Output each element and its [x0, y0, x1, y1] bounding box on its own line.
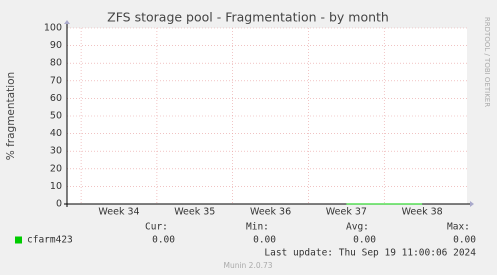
chart-title: ZFS storage pool - Fragmentation - by mo…: [107, 10, 389, 25]
x-tick-label: Week 37: [326, 207, 367, 218]
watermark: RRDTOOL / TOBI OETIKER: [483, 17, 491, 107]
y-tick-label: 0: [56, 199, 62, 210]
y-tick-label: 60: [50, 93, 62, 104]
y-tick-label: 90: [50, 40, 62, 51]
stat-value: 0.00: [152, 235, 175, 246]
footer: Munin 2.0.73: [223, 261, 272, 270]
y-tick-label: 50: [50, 111, 62, 122]
y-tick-label: 10: [50, 181, 62, 192]
y-tick-label: 40: [50, 128, 62, 139]
stat-value: 0.00: [453, 235, 476, 246]
y-tick-label: 80: [50, 58, 62, 69]
legend-swatch: [15, 236, 22, 244]
legend-label: cfarm423: [27, 235, 73, 246]
stat-value: 0.00: [253, 235, 276, 246]
y-tick-label: 70: [50, 75, 62, 86]
x-tick-label: Week 34: [98, 207, 139, 218]
x-tick-label: Week 38: [402, 207, 443, 218]
y-axis-arrow: [64, 20, 70, 24]
x-axis-arrow: [470, 201, 474, 207]
stats-header: Max:: [447, 222, 470, 233]
y-tick-label: 30: [50, 146, 62, 157]
x-tick-label: Week 35: [174, 207, 215, 218]
y-tick-label: 20: [50, 163, 62, 174]
stats-header: Avg:: [346, 222, 369, 233]
stats-header: Min:: [246, 222, 269, 233]
stats-header: Cur:: [145, 222, 168, 233]
stat-value: 0.00: [353, 235, 376, 246]
y-axis-label: % fragmentation: [5, 72, 17, 160]
last-update: Last update: Thu Sep 19 11:00:06 2024: [264, 248, 476, 259]
y-tick-label: 100: [44, 23, 62, 34]
x-tick-label: Week 36: [250, 207, 291, 218]
